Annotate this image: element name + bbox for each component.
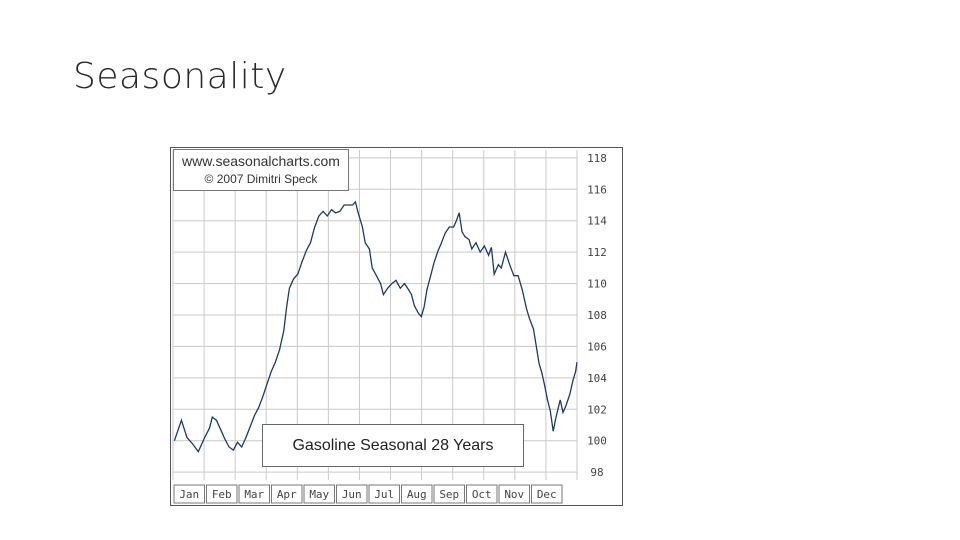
credit-box: www.seasonalcharts.com © 2007 Dimitri Sp… <box>173 149 349 191</box>
y-tick-label: 106 <box>587 340 607 353</box>
month-label-box <box>368 484 400 504</box>
chart-title: Gasoline Seasonal 28 Years <box>262 424 524 467</box>
y-tick-label: 104 <box>587 372 607 385</box>
month-label-box <box>466 484 498 504</box>
y-tick-label: 108 <box>587 309 607 322</box>
month-label: Mar <box>244 488 264 501</box>
month-label-box <box>173 484 205 504</box>
month-label: Nov <box>504 488 524 501</box>
y-tick-label: 110 <box>587 278 607 291</box>
series-line <box>173 200 578 453</box>
month-label-box <box>206 484 238 504</box>
month-label: Jul <box>374 488 394 501</box>
month-label-box <box>336 484 368 504</box>
month-label: Aug <box>407 488 427 501</box>
month-label-box <box>433 484 465 504</box>
y-tick-label: 118 <box>587 152 607 165</box>
month-label-box <box>303 484 335 504</box>
y-tick-label: 116 <box>587 183 607 196</box>
month-label: Jun <box>342 488 362 501</box>
credit-site: www.seasonalcharts.com <box>182 153 340 169</box>
credit-copyright: © 2007 Dimitri Speck <box>204 172 318 186</box>
y-tick-label: 112 <box>587 246 607 259</box>
month-label-box <box>401 484 433 504</box>
month-label-box <box>531 484 563 504</box>
month-label-box <box>498 484 530 504</box>
month-label: Apr <box>277 488 297 501</box>
month-label: Dec <box>537 488 557 501</box>
y-tick-label: 98 <box>590 466 603 479</box>
month-label-box <box>238 484 270 504</box>
month-label: Feb <box>212 488 232 501</box>
month-label: Oct <box>472 488 492 501</box>
month-label: Jan <box>179 488 199 501</box>
month-label-box <box>271 484 303 504</box>
month-label: Sep <box>439 488 459 501</box>
month-label: May <box>309 488 329 501</box>
y-tick-label: 100 <box>587 435 607 448</box>
y-tick-label: 114 <box>587 215 607 228</box>
slide-title: Seasonality <box>73 56 287 97</box>
y-tick-label: 102 <box>587 403 607 416</box>
